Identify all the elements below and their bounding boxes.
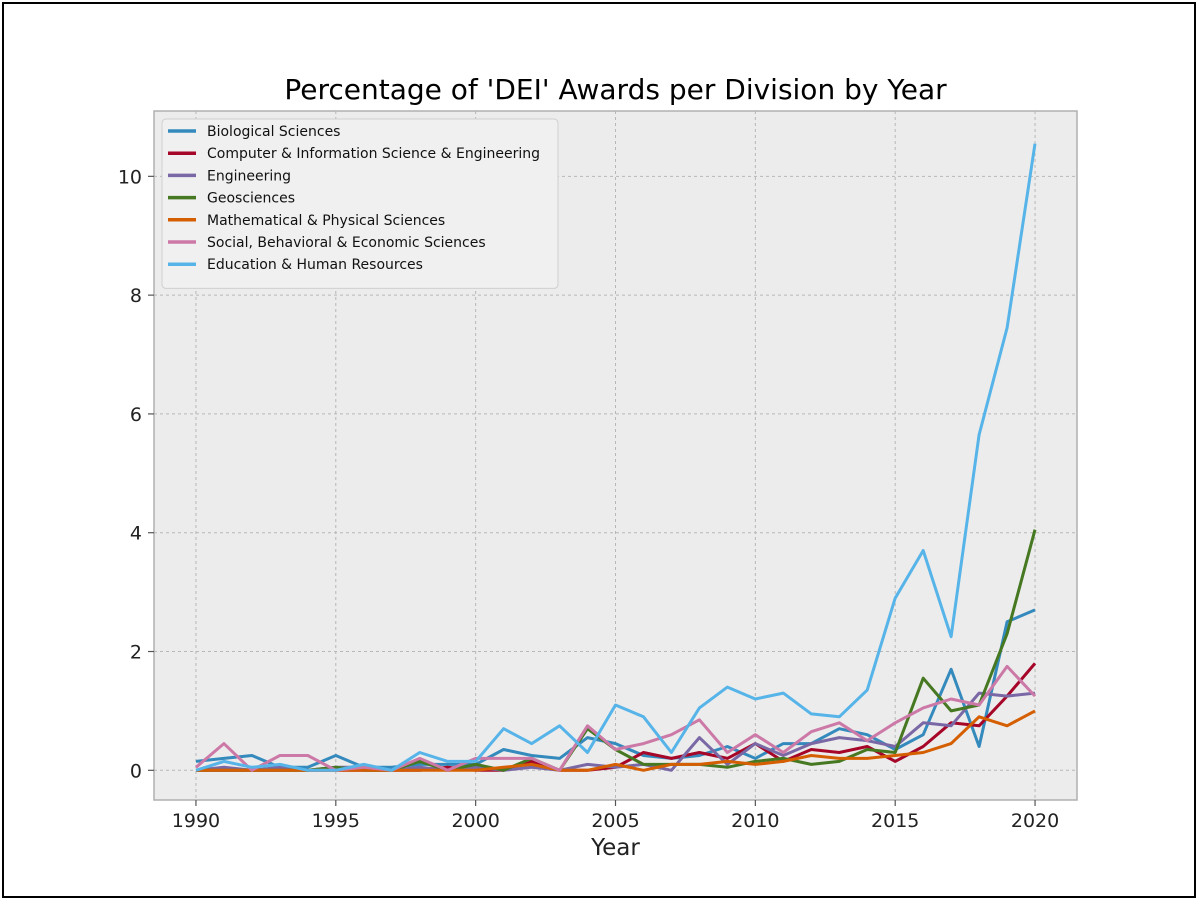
x-tick-label: 2015	[871, 810, 919, 832]
legend-label: Geosciences	[207, 191, 295, 207]
series-line-6	[195, 143, 1037, 772]
legend-box	[161, 118, 559, 289]
y-tick-label: 4	[130, 523, 142, 545]
x-axis-label: Year	[590, 835, 640, 861]
legend-label: Computer & Information Science & Enginee…	[207, 146, 540, 162]
legend-label: Biological Sciences	[207, 124, 340, 140]
x-tick-label: 2010	[731, 810, 779, 832]
chart-title: Percentage of 'DEI' Awards per Division …	[284, 73, 947, 106]
x-tick-label: 1990	[172, 810, 220, 832]
y-tick-label: 0	[130, 760, 142, 782]
legend-label: Education & Human Resources	[207, 257, 423, 273]
x-tick-label: 1995	[312, 810, 360, 832]
legend: Biological Sciences Computer & Informatio…	[161, 118, 559, 289]
legend-label: Engineering	[207, 168, 291, 184]
series-lines	[195, 143, 1037, 772]
y-tick-label: 2	[130, 642, 142, 664]
x-tick-label: 2000	[451, 810, 499, 832]
axes: 1990 1995 2000 2005 2010 2015 2020 0 2 4 6 8 10	[118, 166, 1059, 832]
y-tick-label: 8	[130, 285, 142, 307]
y-tick-label: 6	[130, 404, 142, 426]
y-tick-label: 10	[118, 166, 142, 188]
x-tick-label: 2005	[591, 810, 639, 832]
x-tick-label: 2020	[1011, 810, 1059, 832]
legend-label: Social, Behavioral & Economic Sciences	[207, 235, 486, 251]
legend-label: Mathematical & Physical Sciences	[207, 213, 445, 229]
